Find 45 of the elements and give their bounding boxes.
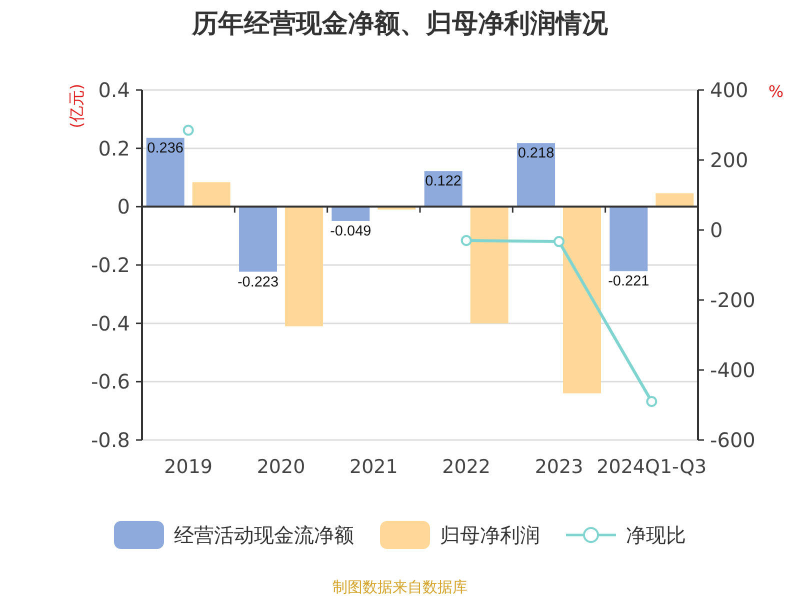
bar	[517, 143, 555, 207]
x-tick-label: 2021	[349, 456, 398, 478]
y2-tick-label: 0	[710, 218, 723, 242]
text: 制图数据来自数据库	[332, 578, 468, 596]
legend-label: 归母净利润	[440, 523, 540, 548]
x-tick-label: 2022	[442, 456, 491, 478]
y-tick-label: 0.2	[98, 136, 130, 160]
x-tick-label: 2019	[164, 456, 213, 478]
y2-tick-label: -600	[710, 428, 756, 452]
y-tick-label: -0.8	[90, 428, 130, 452]
bar	[470, 206, 508, 324]
chart-title: 历年经营现金净额、归母净利润情况	[191, 9, 609, 39]
legend-label: 净现比	[626, 523, 686, 548]
bar	[239, 206, 277, 272]
y2-tick-label: -200	[710, 288, 756, 312]
y-tick-label: 0	[117, 194, 130, 219]
point	[646, 396, 658, 407]
y-tick-label: -0.6	[90, 370, 130, 394]
bar	[192, 182, 230, 207]
bar	[563, 206, 601, 394]
data-label: -0.223	[237, 274, 279, 290]
bar	[610, 206, 648, 272]
point	[460, 235, 472, 246]
data-label: 0.236	[147, 140, 184, 156]
y-tick-label: -0.2	[90, 253, 130, 277]
point	[554, 236, 564, 248]
data-label: 0.218	[518, 146, 554, 162]
y-axis-title: (亿元)	[67, 84, 86, 128]
x-tick-label: 2020	[256, 456, 306, 478]
bar	[146, 138, 184, 207]
x-tick-label: 2023	[534, 456, 584, 478]
y2-tick-label: 200	[710, 148, 748, 172]
y2-tick-label: 400	[710, 78, 748, 102]
data-label: -0.049	[330, 224, 372, 240]
x-tick-label: 2024Q1-Q3	[596, 456, 707, 478]
bar	[332, 206, 370, 221]
data-label: 0.122	[425, 174, 462, 190]
bar	[285, 206, 323, 326]
y2-axis-title: %	[768, 82, 784, 101]
y2-tick-label: -400	[710, 358, 756, 382]
point	[182, 124, 194, 136]
y-tick-label: 0.4	[98, 78, 130, 102]
y-tick-label: -0.4	[90, 311, 130, 336]
data-label: -0.221	[608, 274, 650, 290]
legend-label: 经营活动现金流净额	[174, 523, 354, 548]
